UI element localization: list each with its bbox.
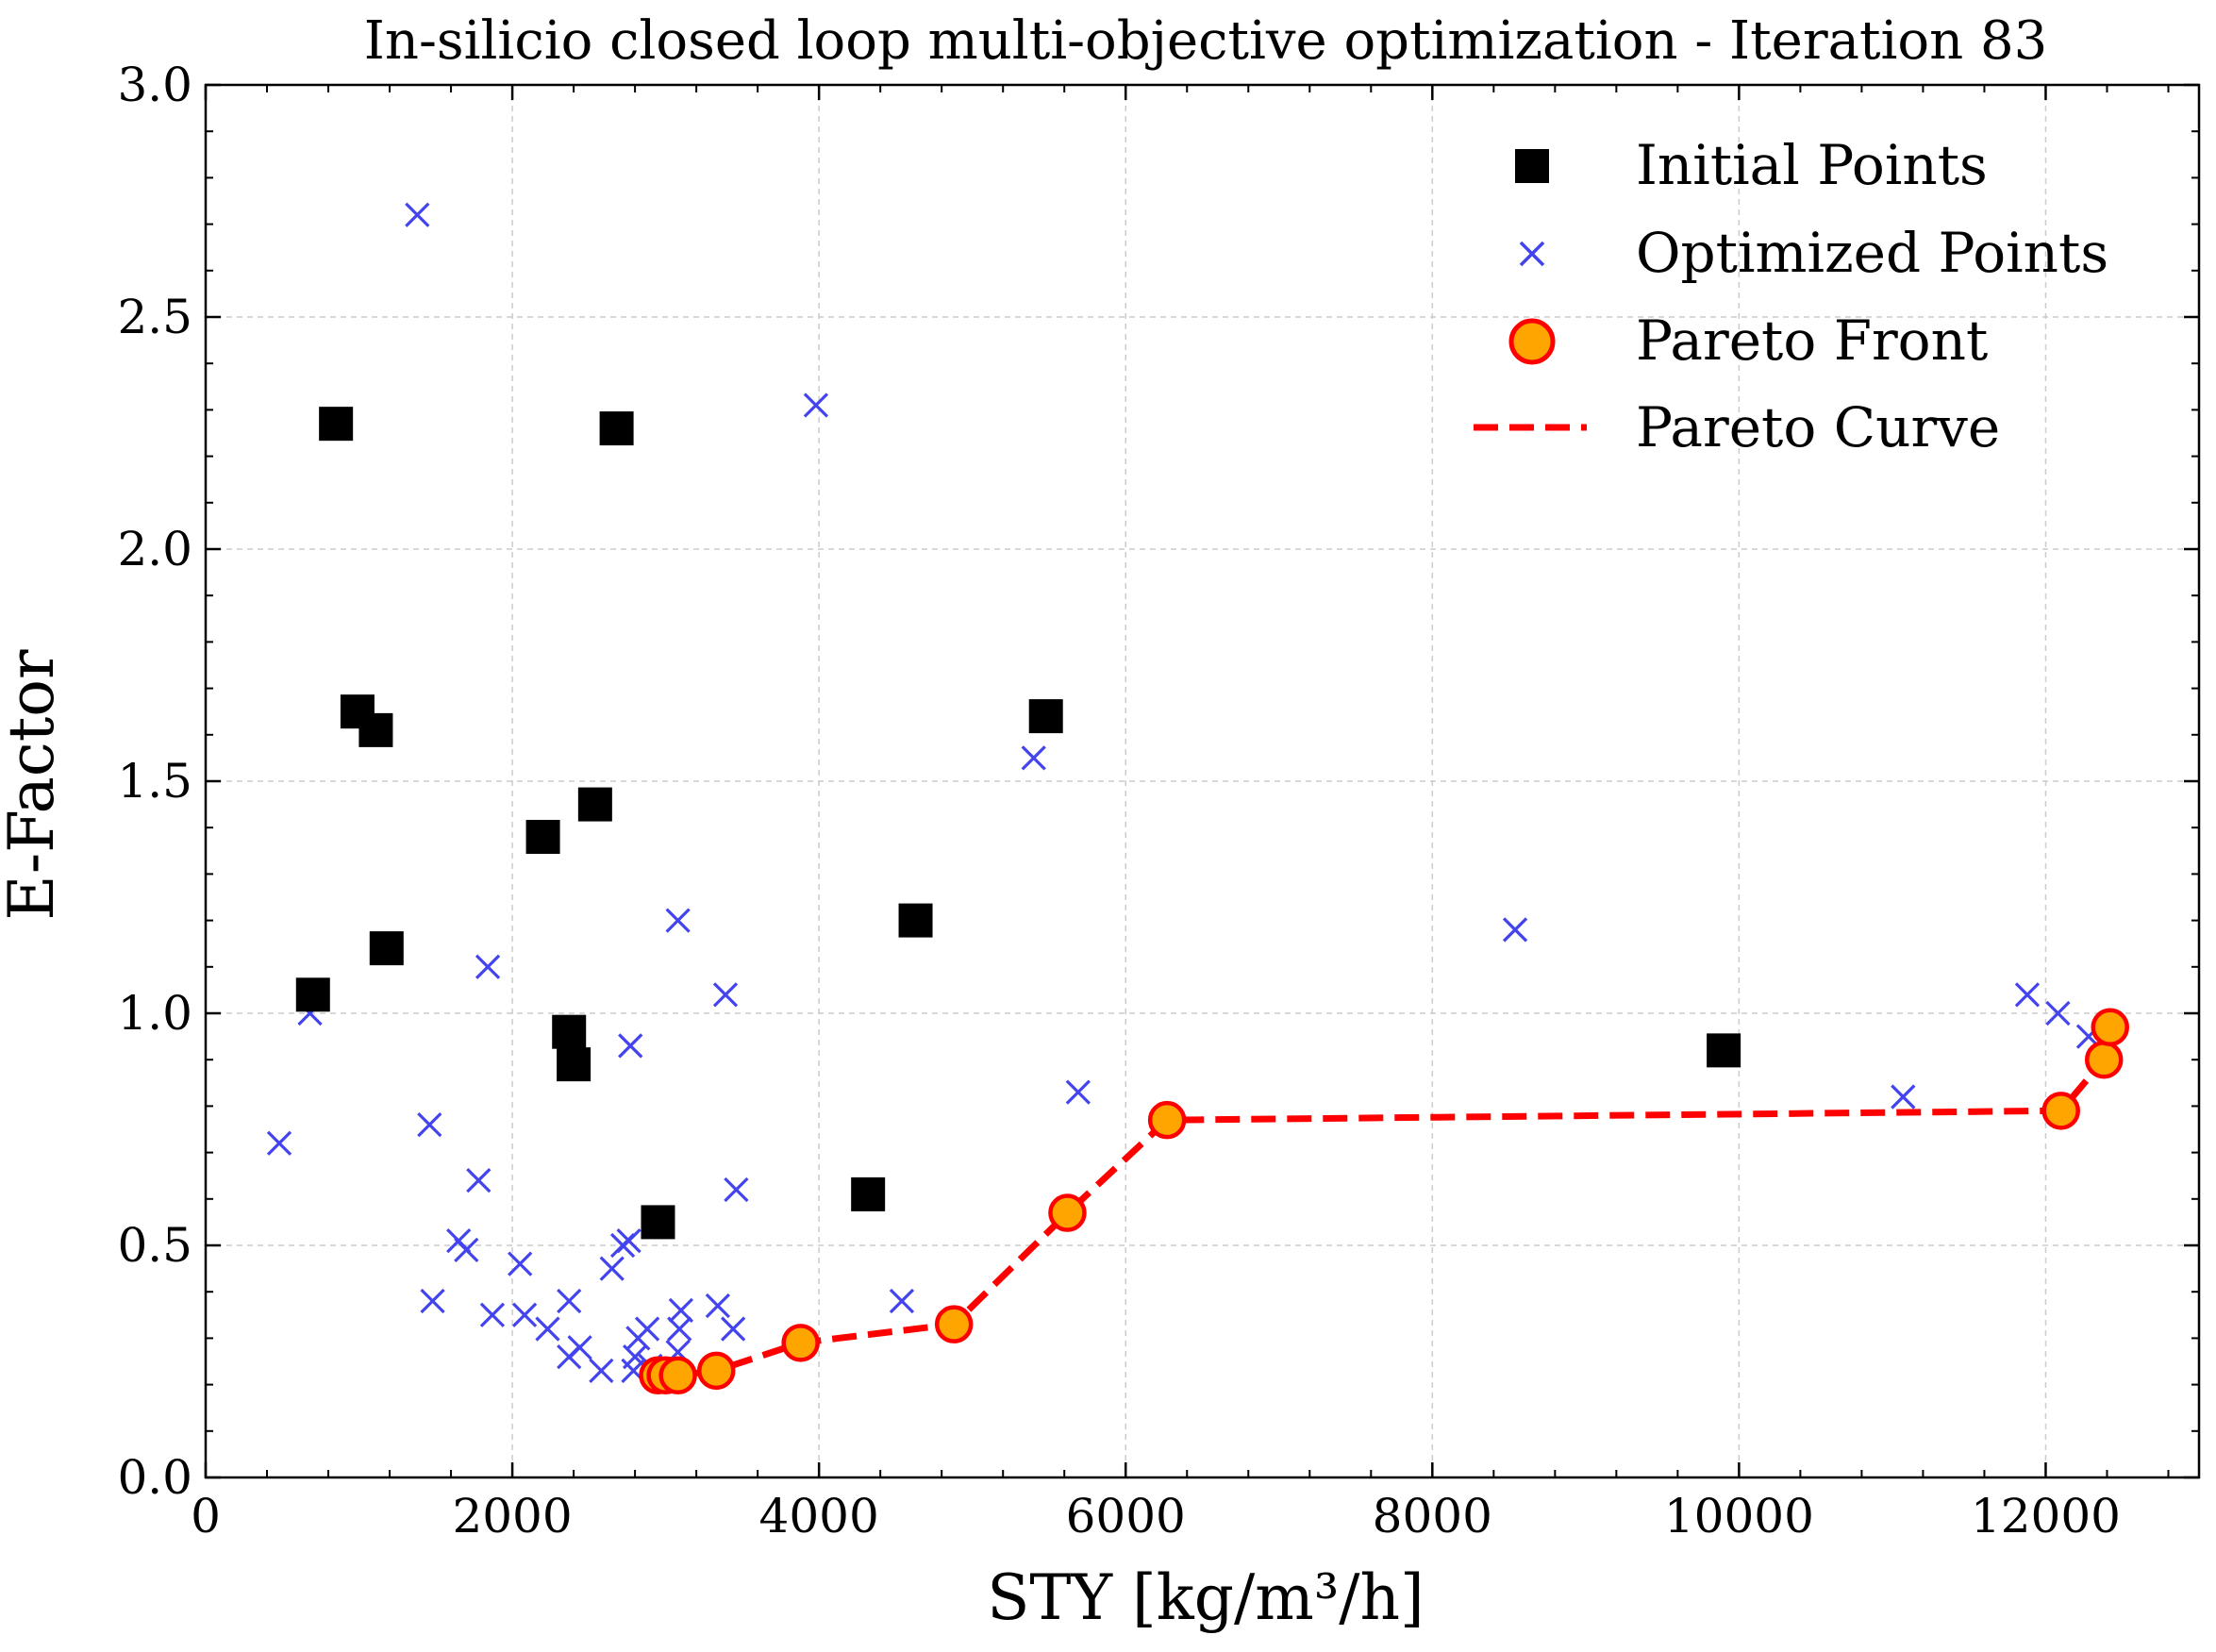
y-tick-label: 2.5	[117, 290, 192, 344]
optimized-point-marker	[599, 1256, 625, 1281]
initial-point-marker	[1707, 1033, 1741, 1068]
optimized-point-marker	[2045, 1000, 2071, 1026]
legend-label-pareto-curve: Pareto Curve	[1636, 395, 2000, 459]
initial-point-marker	[641, 1205, 675, 1240]
initial-point-marker	[1028, 699, 1063, 734]
optimized-point-marker	[889, 1288, 915, 1314]
optimized-point-marker	[557, 1343, 582, 1370]
x-tick-label: 12000	[1971, 1489, 2121, 1544]
optimized-point-marker	[479, 1302, 506, 1327]
optimized-point-marker	[475, 954, 501, 979]
legend-swatch-optimized-points	[1519, 241, 1545, 267]
initial-point-marker	[295, 977, 330, 1012]
initial-point-marker	[525, 820, 560, 855]
initial-point-marker	[599, 411, 634, 446]
optimized-point-marker	[508, 1251, 533, 1277]
y-tick-label: 2.0	[117, 522, 192, 576]
optimized-point-marker	[721, 1316, 746, 1342]
optimized-point-marker	[1502, 917, 1528, 943]
data-marks	[266, 202, 2129, 1395]
optimized-point-marker	[557, 1288, 582, 1314]
initial-point-marker	[358, 712, 393, 747]
optimized-point-marker	[618, 1033, 643, 1059]
optimized-point-marker	[1021, 745, 1046, 771]
optimized-point-marker	[712, 982, 739, 1008]
initial-point-marker	[319, 407, 354, 442]
grid-lines	[206, 85, 2199, 1477]
legend-label-pareto-front: Pareto Front	[1636, 309, 1988, 373]
pareto-front-marker	[1048, 1193, 1087, 1232]
optimized-point-marker	[665, 908, 691, 933]
x-tick-label: 8000	[1373, 1489, 1492, 1544]
optimized-point-marker	[511, 1302, 538, 1327]
optimized-point-marker	[405, 202, 430, 227]
initial-point-marker	[898, 903, 933, 938]
pareto-front-marker	[934, 1305, 974, 1343]
x-tick-label: 6000	[1066, 1489, 1186, 1544]
x-tick-label: 10000	[1664, 1489, 1814, 1544]
x-tick-label: 4000	[759, 1489, 879, 1544]
initial-point-marker	[557, 1047, 591, 1082]
optimized-point-marker	[535, 1316, 560, 1342]
optimized-point-marker	[803, 392, 829, 418]
optimized-point-marker	[266, 1130, 292, 1156]
y-axis-label: E-Factor	[0, 649, 68, 921]
optimized-point-marker	[2014, 982, 2041, 1008]
initial-point-marker	[577, 787, 612, 822]
plot-frame	[204, 83, 2201, 1479]
initial-point-marker	[369, 931, 404, 966]
x-tick-label: 0	[191, 1489, 221, 1544]
pareto-front-marker	[1147, 1100, 1187, 1140]
pareto-front-marker	[2084, 1040, 2124, 1079]
pareto-front-marker	[2091, 1008, 2129, 1047]
y-tick-label: 1.5	[117, 754, 192, 809]
optimized-point-marker	[1065, 1079, 1091, 1105]
pareto-front-marker	[658, 1356, 697, 1395]
legend-label-optimized-points: Optimized Points	[1636, 221, 2108, 285]
x-axis-label: STY [kg/m³/h]	[987, 1561, 1425, 1634]
optimized-point-marker	[724, 1176, 749, 1203]
y-tick-label: 0.5	[117, 1218, 192, 1273]
pareto-front-marker	[2041, 1092, 2080, 1130]
initial-point-marker	[851, 1176, 886, 1211]
y-tick-label: 0.0	[117, 1450, 192, 1505]
initial-point-marker	[552, 1014, 587, 1049]
y-tick-labels: 0.0 0.5 1.0 1.5 2.0 2.5 3.0	[117, 58, 192, 1505]
optimized-point-marker	[589, 1358, 614, 1383]
optimized-point-marker	[454, 1237, 479, 1263]
optimized-point-marker	[609, 1232, 636, 1259]
legend: Initial Points Optimized Points Pareto F…	[1474, 133, 2108, 459]
optimized-point-marker	[417, 1111, 442, 1138]
y-tick-label: 1.0	[117, 986, 192, 1041]
legend-label-initial-points: Initial Points	[1636, 133, 1988, 197]
optimized-point-marker	[466, 1167, 492, 1193]
x-tick-labels: 0 2000 4000 6000 8000 10000 12000	[191, 1489, 2121, 1544]
pareto-front-marker	[697, 1351, 736, 1391]
optimized-point-marker	[705, 1293, 731, 1319]
optimized-point-marker	[420, 1288, 445, 1314]
chart-title: In-silicio closed loop multi-objective o…	[364, 10, 2047, 72]
legend-swatch-pareto-front	[1508, 318, 1556, 365]
y-tick-label: 3.0	[117, 58, 192, 112]
pareto-front-marker	[781, 1324, 820, 1362]
legend-swatch-initial-points	[1515, 149, 1549, 183]
x-tick-label: 2000	[452, 1489, 572, 1544]
optimized-point-marker	[1891, 1084, 1916, 1110]
optimized-point-marker	[667, 1316, 692, 1342]
